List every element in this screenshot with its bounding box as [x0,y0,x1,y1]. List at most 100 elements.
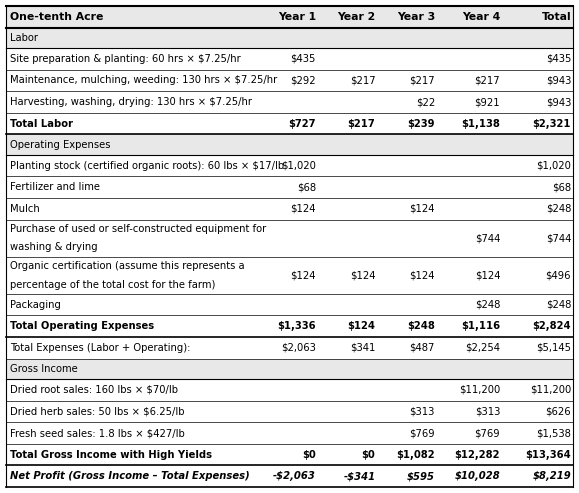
Bar [6,337,573,358]
Text: Fresh seed sales: 1.8 lbs × $427/lb: Fresh seed sales: 1.8 lbs × $427/lb [10,428,185,438]
Text: Mulch: Mulch [10,204,40,214]
Text: Harvesting, washing, drying: 130 hrs × $7.25/hr: Harvesting, washing, drying: 130 hrs × $… [10,97,252,107]
Text: Year 2: Year 2 [337,12,375,22]
Text: $1,336: $1,336 [277,321,316,331]
Text: One-tenth Acre: One-tenth Acre [10,12,104,22]
Text: $5,145: $5,145 [536,343,571,353]
Bar [6,294,573,316]
Text: $496: $496 [545,270,571,281]
Text: Net Profit (Gross Income – Total Expenses): Net Profit (Gross Income – Total Expense… [10,471,250,481]
Text: $248: $248 [545,204,571,214]
Text: $435: $435 [291,54,316,64]
Text: $22: $22 [416,97,435,107]
Bar [6,70,573,91]
Bar [6,135,573,155]
Text: $239: $239 [408,119,435,129]
Text: Dried herb sales: 50 lbs × $6.25/lb: Dried herb sales: 50 lbs × $6.25/lb [10,406,185,417]
Text: Packaging: Packaging [10,300,61,310]
Text: $0: $0 [362,450,375,459]
Bar [6,220,573,257]
Text: $217: $217 [347,119,375,129]
Text: $1,138: $1,138 [461,119,500,129]
Bar [6,316,573,337]
Bar [6,155,573,176]
Text: $217: $217 [350,75,375,85]
Text: $217: $217 [475,75,500,85]
Bar [6,358,573,379]
Text: Total: Total [541,12,571,22]
Text: $124: $124 [350,270,375,281]
Text: $217: $217 [409,75,435,85]
Text: Purchase of used or self-constructed equipment for: Purchase of used or self-constructed equ… [10,224,266,234]
Text: $11,200: $11,200 [459,385,500,395]
Text: Dried root sales: 160 lbs × $70/lb: Dried root sales: 160 lbs × $70/lb [10,385,178,395]
Text: Total Operating Expenses: Total Operating Expenses [10,321,154,331]
Text: $341: $341 [350,343,375,353]
Text: $248: $248 [545,300,571,310]
Bar [6,257,573,294]
Text: percentage of the total cost for the farm): percentage of the total cost for the far… [10,280,215,289]
Text: Total Expenses (Labor + Operating):: Total Expenses (Labor + Operating): [10,343,190,353]
Text: Fertilizer and lime: Fertilizer and lime [10,182,100,192]
Bar [6,113,573,135]
Text: $744: $744 [545,233,571,243]
Bar [6,6,573,28]
Text: $1,082: $1,082 [396,450,435,459]
Bar [6,422,573,444]
Text: $68: $68 [552,182,571,192]
Bar [6,198,573,220]
Text: $248: $248 [407,321,435,331]
Text: $124: $124 [409,204,435,214]
Bar [6,91,573,113]
Text: $124: $124 [347,321,375,331]
Text: $626: $626 [545,406,571,417]
Text: $10,028: $10,028 [455,471,500,481]
Text: Total Gross Income with High Yields: Total Gross Income with High Yields [10,450,212,459]
Text: -$2,063: -$2,063 [273,471,316,481]
Text: Year 4: Year 4 [462,12,500,22]
Text: Labor: Labor [10,33,38,43]
Text: $12,282: $12,282 [455,450,500,459]
Bar [6,401,573,422]
Text: $248: $248 [475,300,500,310]
Text: $487: $487 [409,343,435,353]
Text: $124: $124 [475,270,500,281]
Text: $11,200: $11,200 [530,385,571,395]
Text: $2,254: $2,254 [465,343,500,353]
Text: $2,824: $2,824 [532,321,571,331]
Text: $595: $595 [407,471,435,481]
Text: $727: $727 [288,119,316,129]
Text: $943: $943 [545,97,571,107]
Text: Total Labor: Total Labor [10,119,73,129]
Text: $2,063: $2,063 [281,343,316,353]
Text: $769: $769 [409,428,435,438]
Text: $943: $943 [545,75,571,85]
Text: $1,538: $1,538 [536,428,571,438]
Text: washing & drying: washing & drying [10,243,98,252]
Text: $313: $313 [475,406,500,417]
Bar [6,28,573,48]
Text: $292: $292 [290,75,316,85]
Text: $744: $744 [475,233,500,243]
Text: Gross Income: Gross Income [10,364,78,374]
Bar [6,379,573,401]
Text: -$341: -$341 [343,471,375,481]
Text: $435: $435 [545,54,571,64]
Text: $921: $921 [475,97,500,107]
Bar [6,48,573,70]
Bar [6,465,573,487]
Text: Year 1: Year 1 [278,12,316,22]
Text: $769: $769 [475,428,500,438]
Text: Operating Expenses: Operating Expenses [10,140,111,150]
Text: Maintenance, mulching, weeding: 130 hrs × $7.25/hr: Maintenance, mulching, weeding: 130 hrs … [10,75,277,85]
Text: Organic certification (assume this represents a: Organic certification (assume this repre… [10,261,244,271]
Text: Year 3: Year 3 [397,12,435,22]
Text: $1,116: $1,116 [461,321,500,331]
Text: $68: $68 [296,182,316,192]
Text: $1,020: $1,020 [536,161,571,171]
Text: $13,364: $13,364 [525,450,571,459]
Bar [6,176,573,198]
Text: $8,219: $8,219 [532,471,571,481]
Text: $1,020: $1,020 [281,161,316,171]
Bar [6,444,573,465]
